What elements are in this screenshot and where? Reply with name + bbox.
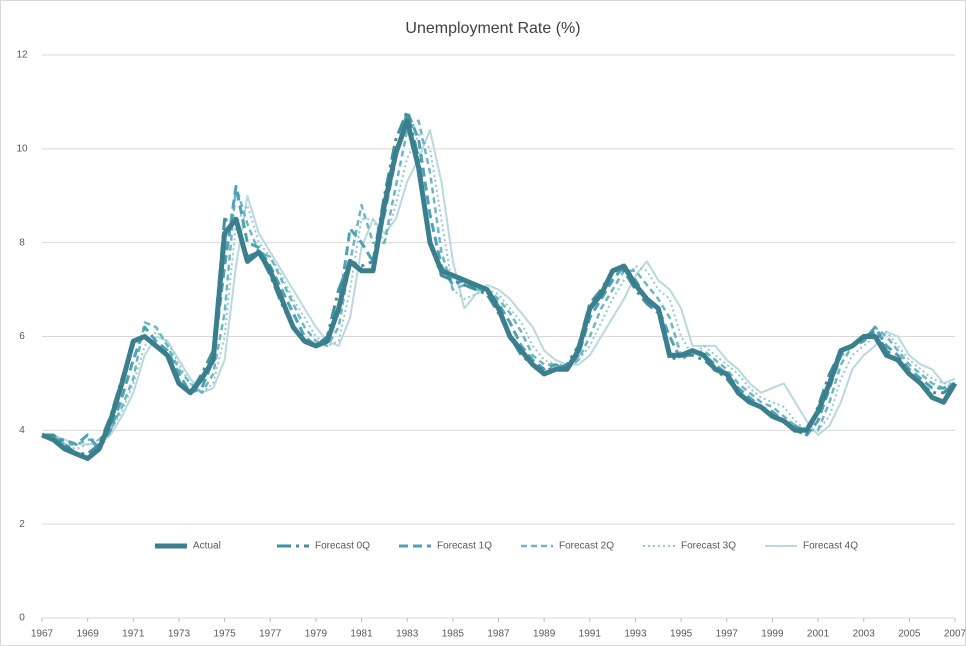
x-tick-label: 2005: [898, 629, 921, 640]
legend-label: Forecast 3Q: [681, 541, 736, 552]
x-tick-label: 1999: [761, 629, 784, 640]
y-tick-label: 12: [16, 50, 28, 61]
legend-label: Forecast 4Q: [803, 541, 858, 552]
y-tick-label: 4: [19, 425, 25, 436]
x-tick-label: 2001: [807, 629, 830, 640]
legend-label: Forecast 1Q: [437, 541, 492, 552]
x-tick-label: 1967: [31, 629, 54, 640]
x-tick-label: 1983: [396, 629, 419, 640]
x-tick-label: 1987: [487, 629, 510, 640]
legend-label: Forecast 0Q: [315, 541, 370, 552]
x-tick-label: 1981: [350, 629, 373, 640]
x-tick-label: 1985: [442, 629, 465, 640]
chart-title: Unemployment Rate (%): [405, 20, 580, 37]
y-tick-label: 0: [19, 613, 25, 624]
x-tick-label: 1997: [716, 629, 739, 640]
y-tick-label: 8: [19, 237, 25, 248]
y-tick-label: 6: [19, 331, 25, 342]
x-tick-label: 1977: [259, 629, 282, 640]
x-tick-label: 1995: [670, 629, 693, 640]
series-line: [42, 129, 956, 446]
y-tick-label: 10: [16, 143, 28, 154]
x-tick-label: 1975: [213, 629, 236, 640]
x-tick-label: 1989: [533, 629, 556, 640]
x-tick-label: 2007: [944, 629, 966, 640]
x-tick-label: 1993: [624, 629, 647, 640]
x-tick-label: 1971: [122, 629, 145, 640]
legend-label: Forecast 2Q: [559, 541, 614, 552]
x-tick-label: 1969: [77, 629, 100, 640]
x-tick-label: 1991: [579, 629, 602, 640]
x-tick-label: 2003: [853, 629, 876, 640]
series-line: [41, 118, 958, 461]
x-tick-label: 1979: [305, 629, 328, 640]
legend-label: Actual: [193, 541, 221, 552]
y-tick-label: 2: [19, 519, 25, 530]
x-tick-label: 1973: [168, 629, 191, 640]
